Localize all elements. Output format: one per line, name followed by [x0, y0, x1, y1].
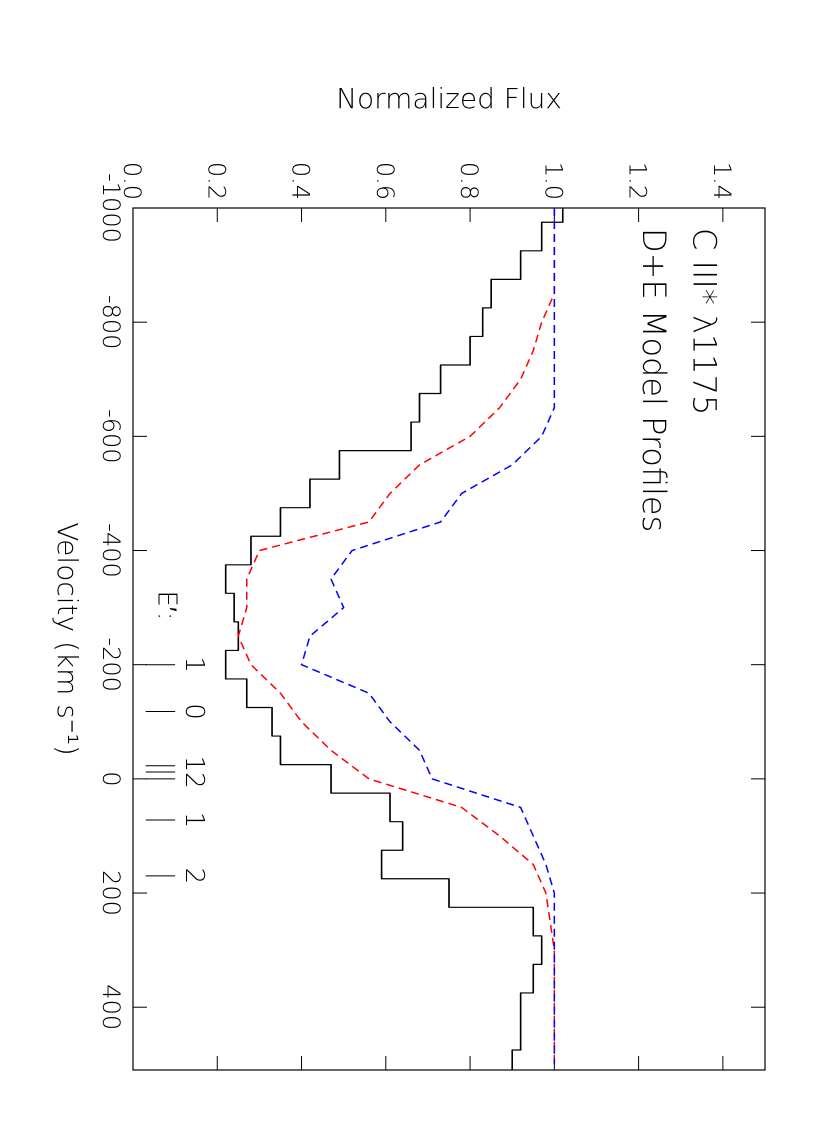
marker-label: 1: [179, 812, 209, 829]
y-tick-label: 1.4: [708, 162, 736, 200]
marker-label: 12: [179, 756, 209, 789]
y-tick-label: 0.2: [202, 162, 230, 200]
marker-label: 0: [179, 703, 209, 720]
y-tick-label: 0.0: [118, 162, 146, 200]
marker-title: E′:: [151, 590, 181, 620]
plot-area: -1000 -800 -600 -400 -200 0 200 400 0.0 0.2 0.4 0.6…: [51, 82, 766, 1071]
x-tick-label: -600: [97, 409, 125, 463]
x-tick-label: 200: [97, 870, 125, 916]
x-tick-label: 0: [97, 771, 125, 786]
model-line: [300, 208, 556, 1065]
plot-frame: [132, 207, 766, 1071]
x-axis-label: Velocity (km s⁻¹): [51, 522, 84, 756]
y-tick-label: 1.0: [539, 162, 567, 200]
chart-title: C III* λ1175: [685, 228, 723, 415]
x-tick-label: -200: [97, 637, 125, 691]
marker-label: 1: [179, 656, 209, 673]
chart-subtitle: D+E Model Profiles: [635, 228, 673, 532]
model-line: [237, 208, 556, 1065]
x-tick-label: 400: [97, 984, 125, 1030]
y-tick-label: 1.2: [624, 162, 652, 200]
x-tick-label: -1000: [97, 173, 125, 243]
marker-label: 2: [179, 868, 209, 885]
x-tick-label: -400: [97, 523, 125, 577]
x-tick-label: -800: [97, 295, 125, 349]
y-axis-label: Normalized Flux: [336, 82, 562, 115]
y-tick-label: 0.8: [455, 162, 483, 200]
y-tick-label: 0.4: [287, 162, 315, 200]
y-tick-label: 0.6: [371, 162, 399, 200]
step-risers: [225, 208, 564, 1070]
